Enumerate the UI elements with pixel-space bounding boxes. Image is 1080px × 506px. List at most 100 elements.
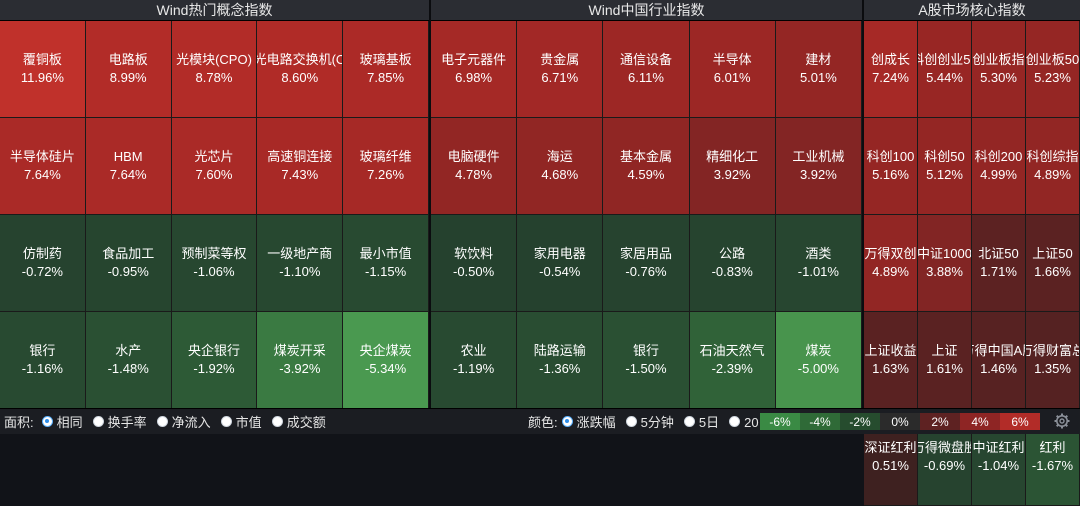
- treemap-tile[interactable]: 上证收益 1.63%: [864, 312, 918, 409]
- gear-icon[interactable]: [1054, 413, 1070, 429]
- treemap-tile[interactable]: 一级地产商 -1.10%: [257, 215, 344, 312]
- treemap-tile[interactable]: HBM 7.64%: [85, 118, 172, 215]
- area-option[interactable]: 成交额: [271, 412, 326, 431]
- area-option[interactable]: 相同: [41, 412, 83, 431]
- treemap-tile[interactable]: 玻璃基板 7.85%: [343, 21, 429, 118]
- treemap-tile[interactable]: 高速铜连接 7.43%: [257, 118, 344, 215]
- treemap-tile[interactable]: 银行 -1.16%: [0, 312, 86, 409]
- radio-icon[interactable]: [271, 416, 283, 427]
- treemap-tile[interactable]: 家用电器 -0.54%: [517, 215, 604, 312]
- treemap-tile[interactable]: 玻璃纤维 7.26%: [343, 118, 429, 215]
- treemap-tile[interactable]: 创业板50 5.23%: [1026, 21, 1080, 118]
- treemap-tile[interactable]: 光芯片 7.60%: [171, 118, 258, 215]
- tile-change: -0.54%: [539, 264, 581, 279]
- area-option[interactable]: 换手率: [92, 412, 147, 431]
- treemap-tile[interactable]: 央企银行 -1.92%: [171, 312, 258, 409]
- treemap-tile[interactable]: 农业 -1.19%: [431, 312, 518, 409]
- option-label: 涨跌幅: [576, 415, 616, 430]
- area-label: 面积:: [4, 415, 34, 430]
- tile-name: 科创100: [866, 149, 915, 164]
- treemap-tile[interactable]: 建材 5.01%: [775, 21, 862, 118]
- treemap-tile[interactable]: 创业板指 5.30%: [972, 21, 1026, 118]
- treemap-tile[interactable]: 北证50 1.71%: [972, 215, 1026, 312]
- treemap-tile[interactable]: 煤炭开采 -3.92%: [257, 312, 344, 409]
- treemap-tile[interactable]: 电脑硬件 4.78%: [431, 118, 518, 215]
- radio-icon[interactable]: [625, 416, 637, 427]
- tile-change: -1.01%: [797, 264, 839, 279]
- color-option[interactable]: 5分钟: [625, 412, 674, 431]
- treemap-tile[interactable]: 酒类 -1.01%: [775, 215, 862, 312]
- treemap-tile[interactable]: 科创综指 4.89%: [1026, 118, 1080, 215]
- treemap-tile[interactable]: 科创100 5.16%: [864, 118, 918, 215]
- treemap-tile[interactable]: 万得中国A股 1.46%: [972, 312, 1026, 409]
- tile-name: 创业板指: [972, 52, 1025, 67]
- treemap-tile[interactable]: 石油天然气 -2.39%: [689, 312, 776, 409]
- treemap-tile[interactable]: 精细化工 3.92%: [689, 118, 776, 215]
- treemap-tile[interactable]: 央企煤炭 -5.34%: [343, 312, 429, 409]
- treemap-tile[interactable]: 电路板 8.99%: [85, 21, 172, 118]
- radio-selected-icon[interactable]: [41, 416, 53, 427]
- radio-icon[interactable]: [156, 416, 168, 427]
- tile-change: 3.88%: [926, 264, 963, 279]
- tile-name: 万得双创: [864, 246, 917, 261]
- treemap-tile[interactable]: 中证1000 3.88%: [918, 215, 972, 312]
- treemap-tile[interactable]: 基本金属 4.59%: [603, 118, 690, 215]
- treemap-tile[interactable]: 光模块(CPO) 8.78%: [171, 21, 258, 118]
- tile-name: 农业: [460, 343, 487, 358]
- treemap-tile[interactable]: 半导体硅片 7.64%: [0, 118, 86, 215]
- treemap-tile[interactable]: 家居用品 -0.76%: [603, 215, 690, 312]
- treemap-tile[interactable]: 陆路运输 -1.36%: [517, 312, 604, 409]
- treemap-tile[interactable]: 科创创业50 5.44%: [918, 21, 972, 118]
- radio-icon[interactable]: [729, 416, 741, 427]
- color-option[interactable]: 涨跌幅: [561, 412, 616, 431]
- treemap-tile[interactable]: 最小市值 -1.15%: [343, 215, 429, 312]
- treemap-tile[interactable]: 万得双创 4.89%: [864, 215, 918, 312]
- area-options: 相同 换手率 净流入 市值 成交额: [41, 412, 336, 431]
- treemap-tile[interactable]: 覆铜板 11.96%: [0, 21, 86, 118]
- treemap-tile[interactable]: 预制菜等权 -1.06%: [171, 215, 258, 312]
- treemap-tile[interactable]: 水产 -1.48%: [85, 312, 172, 409]
- legend-swatch: 2%: [920, 413, 960, 430]
- tile-name: 公路: [719, 246, 746, 261]
- area-option[interactable]: 市值: [220, 412, 262, 431]
- treemap-tile[interactable]: 食品加工 -0.95%: [85, 215, 172, 312]
- treemap-tile[interactable]: 创成长 7.24%: [864, 21, 918, 118]
- radio-icon[interactable]: [220, 416, 232, 427]
- tile-change: -1.67%: [1031, 458, 1074, 473]
- legend-swatch: 6%: [1000, 413, 1040, 430]
- treemap-tile[interactable]: 光电路交换机(O 8.60%: [257, 21, 344, 118]
- treemap-tile[interactable]: 科创200 4.99%: [972, 118, 1026, 215]
- treemap-tile[interactable]: 科创50 5.12%: [918, 118, 972, 215]
- panel-title: Wind热门概念指数: [0, 0, 429, 21]
- treemap-tile[interactable]: 贵金属 6.71%: [517, 21, 604, 118]
- tile-change: 8.99%: [109, 70, 147, 85]
- tile-change: 6.98%: [455, 70, 493, 85]
- color-option[interactable]: 5日: [683, 412, 719, 431]
- radio-selected-icon[interactable]: [561, 416, 573, 427]
- panel-hot-concepts: Wind热门概念指数 覆铜板 11.96% 电路板 8.99% 光模块(CPO) 8.78…: [0, 0, 429, 409]
- radio-icon[interactable]: [683, 416, 695, 427]
- tile-name: 玻璃纤维: [359, 149, 412, 164]
- area-option[interactable]: 净流入: [156, 412, 211, 431]
- color-mode-group: 颜色: 涨跌幅 5分钟 5日 20日: [528, 409, 782, 434]
- treemap-tile[interactable]: 上证 1.61%: [918, 312, 972, 409]
- tile-name: 科创综指: [1026, 149, 1079, 164]
- tile-name: 万得中国A股: [972, 343, 1025, 358]
- treemap-tile[interactable]: 仿制药 -0.72%: [0, 215, 86, 312]
- tile-name: 电子元器件: [441, 52, 507, 67]
- tile-change: -0.72%: [21, 264, 63, 279]
- treemap-tile[interactable]: 万得财富总 1.35%: [1026, 312, 1080, 409]
- radio-icon[interactable]: [92, 416, 104, 427]
- treemap-tile[interactable]: 煤炭 -5.00%: [775, 312, 862, 409]
- treemap-tile[interactable]: 海运 4.68%: [517, 118, 604, 215]
- panel-divider: [429, 0, 431, 408]
- treemap-tile[interactable]: 半导体 6.01%: [689, 21, 776, 118]
- treemap-tile[interactable]: 电子元器件 6.98%: [431, 21, 518, 118]
- treemap-tile[interactable]: 银行 -1.50%: [603, 312, 690, 409]
- treemap-tile[interactable]: 软饮料 -0.50%: [431, 215, 518, 312]
- treemap-tile[interactable]: 工业机械 3.92%: [775, 118, 862, 215]
- tile-change: -1.19%: [452, 361, 495, 376]
- treemap-tile[interactable]: 上证50 1.66%: [1026, 215, 1080, 312]
- treemap-tile[interactable]: 通信设备 6.11%: [603, 21, 690, 118]
- treemap-tile[interactable]: 公路 -0.83%: [689, 215, 776, 312]
